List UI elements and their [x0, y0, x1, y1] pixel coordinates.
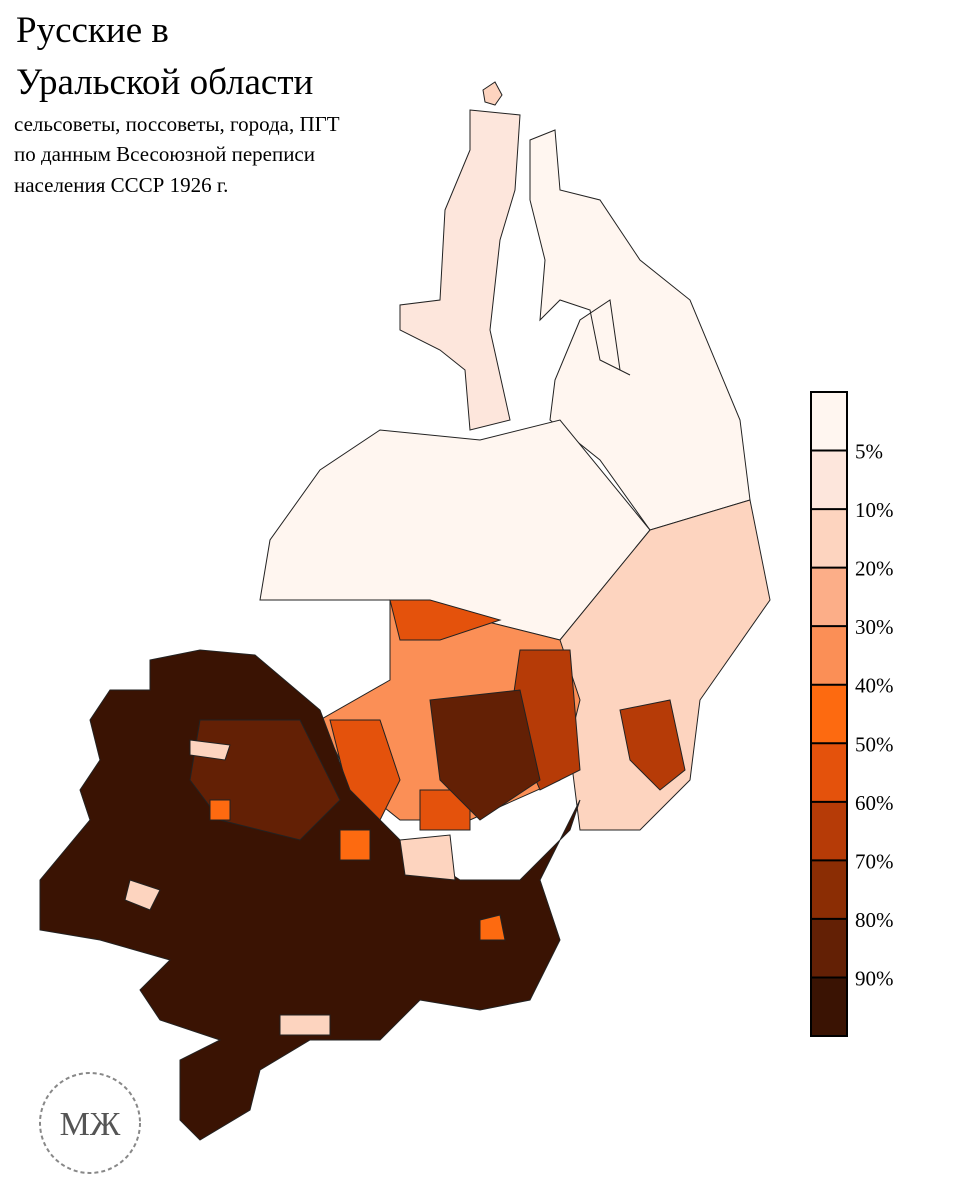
- legend-swatch: [811, 860, 847, 919]
- legend-swatch: [811, 626, 847, 685]
- island: [482, 81, 503, 106]
- legend-label: 10%: [855, 498, 894, 522]
- region-north-east: [529, 129, 751, 531]
- title: Русские в: [16, 10, 169, 51]
- legend-label: 80%: [855, 908, 894, 932]
- legend-label: 5%: [855, 440, 883, 464]
- legend: 5% 10% 20% 30% 40% 50% 60% 70% 80% 90%: [810, 391, 894, 1037]
- region-east: [559, 499, 771, 831]
- legend-label: 20%: [855, 557, 894, 581]
- region-south-mid: [189, 689, 541, 841]
- logo-text: МЖ: [60, 1106, 121, 1143]
- legend-swatch: [811, 743, 847, 802]
- region-north-west: [399, 109, 521, 431]
- legend-swatch: [811, 509, 847, 568]
- map: [39, 81, 771, 1141]
- title: Уральской области: [16, 62, 313, 103]
- legend-swatch: [811, 801, 847, 861]
- legend-swatch: [811, 450, 847, 510]
- title-block: Русские в Уральской области сельсоветы, …: [14, 10, 340, 197]
- subtitle: населения СССР 1926 г.: [14, 173, 228, 197]
- region-south-orange: [209, 799, 506, 941]
- legend-swatch: [811, 567, 847, 627]
- logo: МЖ: [39, 1072, 141, 1174]
- legend-swatch: [811, 392, 847, 451]
- legend-label: 50%: [855, 732, 894, 756]
- legend-label: 60%: [855, 791, 894, 815]
- legend-swatch: [811, 977, 847, 1036]
- legend-frame: [810, 391, 848, 1037]
- subtitle: сельсоветы, поссоветы, города, ПГТ: [14, 112, 340, 136]
- legend-swatch: [811, 684, 847, 744]
- legend-label: 30%: [855, 615, 894, 639]
- logo-ring: [39, 1072, 141, 1174]
- subtitle: по данным Всесоюзной переписи: [14, 142, 315, 166]
- legend-label: 70%: [855, 849, 894, 873]
- region-south-patches: [124, 739, 456, 1036]
- legend-label: 40%: [855, 674, 894, 698]
- legend-label: 90%: [855, 966, 894, 990]
- legend-swatch: [811, 918, 847, 978]
